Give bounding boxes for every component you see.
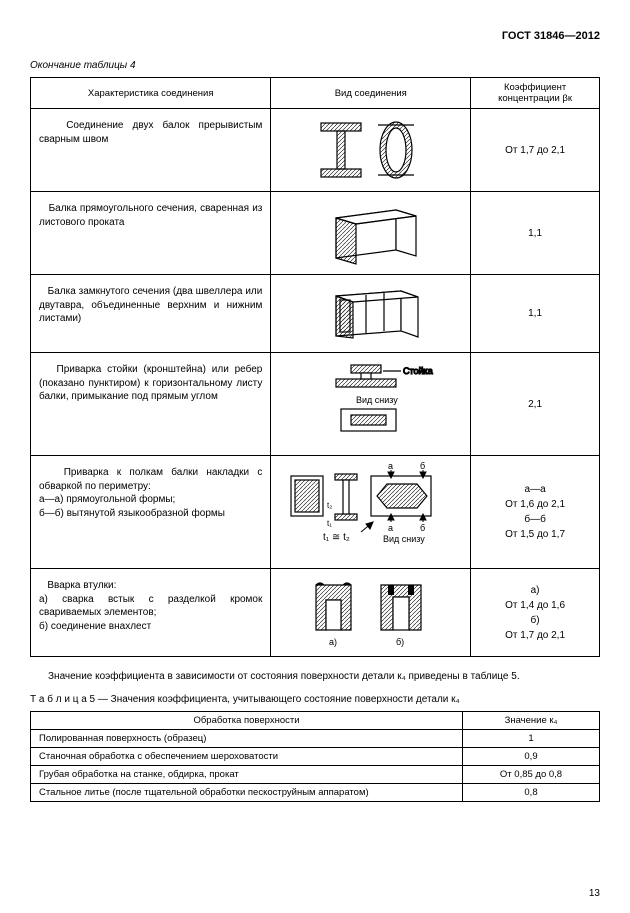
row5-coef: а—а От 1,6 до 2,1 б—б От 1,5 до 1,7 [471, 456, 600, 569]
row3-desc: Балка замкнутого сечения (два швеллера и… [31, 275, 271, 353]
table5-caption: Т а б л и ц а 5 — Значения коэффициента,… [30, 694, 600, 705]
table-row: Соединение двух балок прерывистым сварны… [31, 109, 600, 192]
svg-text:t₂: t₂ [327, 501, 332, 510]
table4-continuation: Окончание таблицы 4 [30, 60, 600, 71]
page: ГОСТ 31846—2012 Окончание таблицы 4 Хара… [0, 0, 630, 913]
svg-text:t₁: t₁ [327, 519, 332, 528]
table-row: Станочная обработка с обеспечением шерох… [31, 748, 600, 766]
t5-r0c0: Полированная поверхность (образец) [31, 730, 463, 748]
svg-text:б: б [420, 462, 425, 471]
t5-r1c1: 0,9 [463, 748, 600, 766]
row3-diagram [271, 275, 471, 353]
svg-text:Вид снизу: Вид снизу [383, 534, 425, 544]
table-row: Грубая обработка на станке, обдирка, про… [31, 766, 600, 784]
t5-r3c0: Стальное литье (после тщательной обработ… [31, 784, 463, 802]
svg-text:б: б [420, 523, 425, 533]
table-row: Балка прямоугольного сечения, сваренная … [31, 192, 600, 275]
row1-desc: Соединение двух балок прерывистым сварны… [31, 109, 271, 192]
svg-text:а: а [388, 523, 393, 533]
table5-header-0: Обработка поверхности [31, 712, 463, 730]
table4-header-desc: Характеристика соединения [31, 78, 271, 109]
svg-text:б): б) [396, 637, 404, 647]
table-row: Стальное литье (после тщательной обработ… [31, 784, 600, 802]
table-row: Балка замкнутого сечения (два швеллера и… [31, 275, 600, 353]
svg-text:Стойка: Стойка [403, 366, 433, 376]
row5-formula: t₁ ≅ t₂ [323, 532, 350, 543]
row5-desc: Приварка к полкам балки накладки с обвар… [31, 456, 271, 569]
t5-r3c1: 0,8 [463, 784, 600, 802]
row4-desc: Приварка стойки (кронштейна) или ребер (… [31, 353, 271, 456]
row3-coef: 1,1 [471, 275, 600, 353]
table-row: Полированная поверхность (образец) 1 [31, 730, 600, 748]
row1-diagram [271, 109, 471, 192]
t5-r2c1: От 0,85 до 0,8 [463, 766, 600, 784]
table5: Обработка поверхности Значение к₄ Полиро… [30, 711, 600, 802]
table-row: Вварка втулки: а) сварка встык с разделк… [31, 569, 600, 657]
table-row: Приварка стойки (кронштейна) или ребер (… [31, 353, 600, 456]
row5-diagram: а б а б t₁ ≅ t₂ Вид снизу t₁ t₂ [271, 456, 471, 569]
table4-header-diagram: Вид соединения [271, 78, 471, 109]
t5-r1c0: Станочная обработка с обеспечением шерох… [31, 748, 463, 766]
t5-r0c1: 1 [463, 730, 600, 748]
row6-desc: Вварка втулки: а) сварка встык с разделк… [31, 569, 271, 657]
svg-text:а: а [388, 462, 393, 471]
table4: Характеристика соединения Вид соединения… [30, 77, 600, 657]
mid-paragraph: Значение коэффициента в зависимости от с… [30, 671, 600, 682]
row2-coef: 1,1 [471, 192, 600, 275]
row4-view-label: Вид снизу [356, 395, 398, 405]
row4-diagram: Стойка Вид снизу [271, 353, 471, 456]
row2-diagram [271, 192, 471, 275]
row6-coef: а) От 1,4 до 1,6 б) От 1,7 до 2,1 [471, 569, 600, 657]
page-number: 13 [589, 888, 600, 899]
table5-header-1: Значение к₄ [463, 712, 600, 730]
table4-header-coef: Коэффициент концентрации βк [471, 78, 600, 109]
svg-text:а): а) [329, 637, 337, 647]
table-row: Приварка к полкам балки накладки с обвар… [31, 456, 600, 569]
t5-r2c0: Грубая обработка на станке, обдирка, про… [31, 766, 463, 784]
doc-code: ГОСТ 31846—2012 [30, 30, 600, 42]
row4-coef: 2,1 [471, 353, 600, 456]
row1-coef: От 1,7 до 2,1 [471, 109, 600, 192]
row6-diagram: а) б) [271, 569, 471, 657]
row2-desc: Балка прямоугольного сечения, сваренная … [31, 192, 271, 275]
